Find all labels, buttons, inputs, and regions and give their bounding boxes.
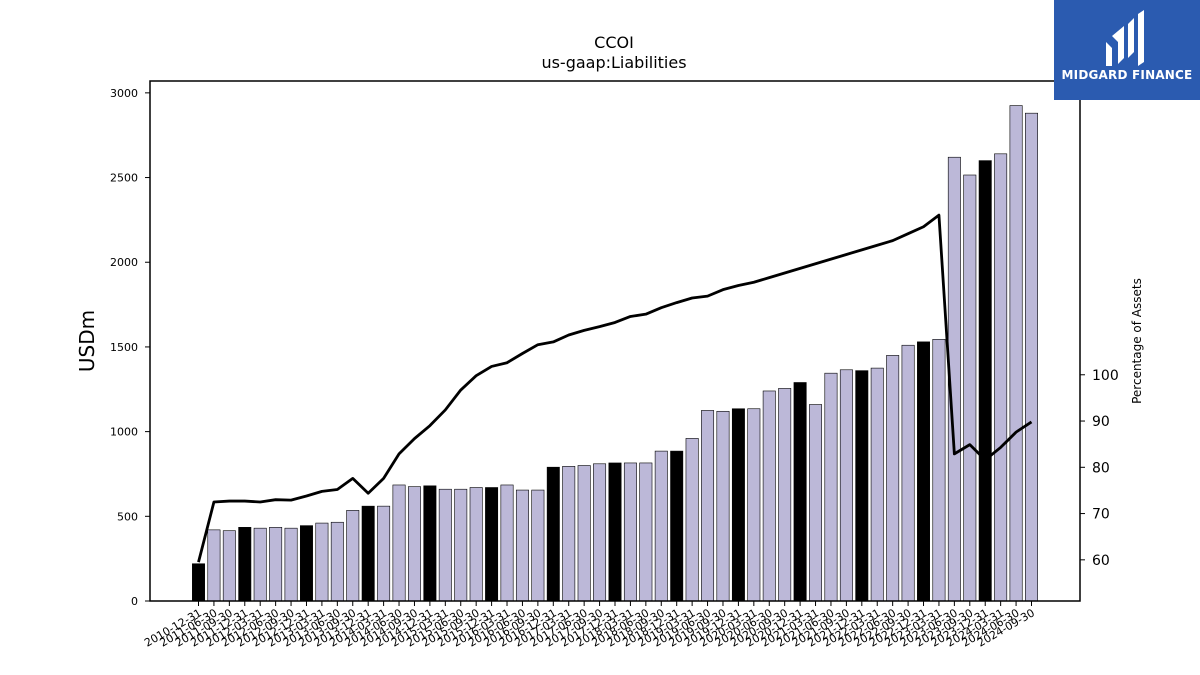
bar-2021-03-31 xyxy=(809,404,823,602)
bar-2010-12-31 xyxy=(192,563,205,602)
y2-tick-label: 70 xyxy=(1092,507,1110,523)
bar-2014-09-30 xyxy=(407,486,421,602)
bar-2019-03-31 xyxy=(685,438,699,602)
bar-2020-03-31 xyxy=(747,408,761,602)
bar-2011-06-30 xyxy=(207,529,221,602)
bar-2024-06-30 xyxy=(1009,105,1023,602)
bar-2021-12-31 xyxy=(855,370,869,602)
chart-title: CCOI xyxy=(594,33,634,52)
bar-2023-09-30 xyxy=(963,174,977,602)
y-tick-label: 3000 xyxy=(110,87,138,100)
y2-tick-label: 100 xyxy=(1092,368,1119,384)
bar-2013-09-30 xyxy=(346,510,360,602)
bar-2020-06-30 xyxy=(762,390,776,602)
bar-2012-06-30 xyxy=(269,527,283,602)
bar-2021-09-30 xyxy=(839,369,853,602)
bar-2012-03-31 xyxy=(253,527,267,602)
bar-2022-03-31 xyxy=(870,367,884,602)
bar-2017-09-30 xyxy=(593,463,607,602)
bar-2014-03-31 xyxy=(377,505,391,602)
y-tick-label: 1500 xyxy=(110,341,138,354)
bar-2023-12-31 xyxy=(978,160,992,602)
bar-2013-06-30 xyxy=(330,521,344,602)
y-axis-label: USDm xyxy=(75,310,99,372)
bar-2012-12-31 xyxy=(300,525,313,602)
chart-subtitle: us-gaap:Liabilities xyxy=(541,53,686,72)
bar-2012-09-30 xyxy=(284,527,298,602)
bar-2018-12-31 xyxy=(670,450,684,602)
bar-2024-09-30 xyxy=(1025,112,1038,602)
bar-2017-12-31 xyxy=(608,462,622,602)
bar-2022-12-31 xyxy=(917,341,930,602)
bar-2024-03-31 xyxy=(994,153,1008,602)
bar-2016-06-30 xyxy=(515,489,529,602)
bar-2015-03-31 xyxy=(438,488,452,602)
y2-axis-label: Percentage of Assets xyxy=(1130,278,1144,404)
bar-2016-03-31 xyxy=(500,484,514,602)
bar-2020-09-30 xyxy=(778,388,792,602)
brand-name: MIDGARD FINANCE xyxy=(1061,68,1193,82)
bar-2020-12-31 xyxy=(793,382,807,602)
bar-2015-06-30 xyxy=(454,488,468,602)
y-tick-label: 2500 xyxy=(110,172,138,185)
percentage-of-assets-line xyxy=(197,213,1033,563)
bar-2022-06-30 xyxy=(886,355,900,602)
logo-mark-icon xyxy=(1106,10,1144,66)
brand-logo: MIDGARD FINANCE xyxy=(1054,0,1200,100)
y2-tick-label: 60 xyxy=(1092,553,1110,569)
y2-tick-label: 80 xyxy=(1092,460,1110,476)
bar-2013-12-31 xyxy=(361,505,375,602)
bar-2011-09-30 xyxy=(222,530,236,602)
y-tick-label: 0 xyxy=(131,595,138,608)
y-tick-label: 1000 xyxy=(110,426,138,439)
bar-2016-09-30 xyxy=(531,489,545,602)
bar-2015-12-31 xyxy=(485,487,499,602)
bar-2019-06-30 xyxy=(701,410,715,602)
bar-2014-06-30 xyxy=(392,484,406,602)
bar-2018-03-31 xyxy=(623,462,637,602)
bar-2011-12-31 xyxy=(238,527,252,602)
bar-2018-09-30 xyxy=(654,450,668,602)
bar-2023-03-31 xyxy=(932,339,946,602)
bar-2019-12-31 xyxy=(731,408,745,602)
bar-2016-12-31 xyxy=(546,466,560,602)
bar-2017-03-31 xyxy=(562,466,576,602)
bar-2021-06-30 xyxy=(824,372,838,602)
bar-2017-06-30 xyxy=(577,465,591,602)
bar-2014-12-31 xyxy=(423,485,437,602)
bar-2022-09-30 xyxy=(901,344,915,602)
y-tick-label: 2000 xyxy=(110,256,138,269)
bar-2018-06-30 xyxy=(639,462,653,602)
y2-tick-label: 90 xyxy=(1092,414,1110,430)
bar-2019-09-30 xyxy=(716,410,730,602)
bar-2013-03-31 xyxy=(315,522,329,602)
bar-2015-09-30 xyxy=(469,487,483,602)
y-tick-label: 500 xyxy=(117,510,138,523)
